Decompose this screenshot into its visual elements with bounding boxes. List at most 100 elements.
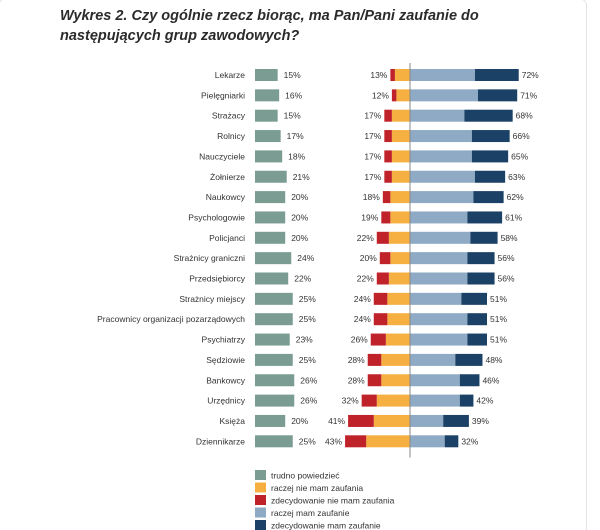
category-label: Strażacy (212, 111, 246, 121)
distrust-total-label: 22% (357, 274, 374, 284)
legend-label: zdecydowanie nie mam zaufania (271, 496, 395, 506)
bar-rather-distrust (381, 353, 410, 366)
bar-rather-trust (410, 353, 456, 366)
bar-strongly-trust (471, 150, 509, 163)
legend-swatch (255, 520, 266, 530)
bar-strongly-distrust (348, 414, 374, 427)
bar-dont-know (255, 252, 292, 265)
legend-label: trudno powiedzieć (271, 471, 340, 481)
bar-strongly-trust (467, 211, 503, 224)
legend-label: raczej nie mam zaufania (271, 483, 363, 493)
bar-strongly-distrust (382, 191, 391, 204)
legend-label: raczej mam zaufanie (271, 508, 350, 518)
bar-strongly-distrust (361, 394, 377, 407)
dont-know-label: 18% (288, 151, 305, 161)
bar-strongly-distrust (384, 130, 392, 143)
trust-total-label: 51% (490, 335, 507, 345)
bar-strongly-distrust (384, 150, 392, 163)
bar-strongly-distrust (384, 170, 392, 183)
bar-dont-know (255, 109, 278, 122)
legend-swatch (255, 495, 266, 505)
bar-dont-know (255, 130, 281, 143)
category-label: Pielęgniarki (201, 90, 245, 100)
bar-rather-trust (410, 130, 472, 143)
distrust-total-label: 17% (364, 131, 381, 141)
bar-dont-know (255, 150, 283, 163)
bar-rather-trust (410, 435, 445, 448)
category-label: Strażnicy graniczni (174, 253, 245, 263)
bar-dont-know (255, 292, 293, 305)
category-label: Przedsiębiorcy (189, 274, 245, 284)
bar-strongly-trust (473, 191, 504, 204)
bar-rather-distrust (388, 272, 410, 285)
bar-dont-know (255, 69, 278, 81)
category-label: Strażnicy miejscy (179, 294, 245, 304)
category-label: Nauczyciele (199, 151, 245, 161)
bar-rather-distrust (391, 130, 410, 143)
dont-know-label: 25% (299, 436, 316, 446)
bar-dont-know (255, 272, 289, 285)
trust-total-label: 42% (476, 396, 493, 406)
bar-strongly-trust (444, 435, 459, 448)
bar-rather-distrust (387, 292, 410, 305)
trust-total-label: 32% (461, 436, 478, 446)
trust-total-label: 51% (490, 294, 507, 304)
trust-total-label: 68% (516, 111, 533, 121)
bar-rather-trust (410, 211, 468, 224)
distrust-total-label: 17% (364, 111, 381, 121)
trust-total-label: 39% (472, 416, 489, 426)
trust-total-label: 71% (520, 90, 537, 100)
bar-strongly-distrust (376, 272, 389, 285)
bar-rather-trust (410, 231, 471, 244)
bar-rather-distrust (373, 414, 410, 427)
bar-strongly-trust (459, 374, 480, 387)
category-label: Sędziowie (206, 355, 245, 365)
bar-strongly-trust (474, 170, 506, 183)
legend-swatch (255, 470, 266, 480)
dont-know-label: 25% (299, 294, 316, 304)
bar-rather-distrust (385, 333, 410, 346)
category-label: Psychiatrzy (202, 335, 246, 345)
category-label: Rolnicy (217, 131, 246, 141)
bar-strongly-trust (467, 252, 495, 265)
bar-strongly-trust (467, 333, 488, 346)
bar-strongly-distrust (367, 353, 382, 366)
dont-know-label: 16% (285, 90, 302, 100)
bar-strongly-distrust (384, 109, 392, 122)
bar-dont-know (255, 353, 293, 366)
trust-total-label: 62% (507, 192, 524, 202)
trust-total-label: 58% (501, 233, 518, 243)
bar-dont-know (255, 313, 293, 326)
bar-rather-trust (410, 252, 468, 265)
bar-dont-know (255, 333, 290, 346)
category-label: Naukowcy (206, 192, 246, 202)
dont-know-label: 15% (284, 111, 301, 121)
dont-know-label: 22% (294, 274, 311, 284)
trust-total-label: 51% (490, 314, 507, 324)
bar-rather-distrust (394, 69, 410, 81)
bar-strongly-distrust (390, 69, 395, 81)
bar-rather-trust (410, 394, 460, 407)
bar-strongly-trust (474, 69, 519, 81)
bar-rather-trust (410, 150, 472, 163)
distrust-total-label: 12% (372, 90, 389, 100)
distrust-total-label: 24% (354, 294, 371, 304)
category-label: Bankowcy (206, 375, 245, 385)
dont-know-label: 20% (291, 233, 308, 243)
bar-dont-know (255, 435, 293, 448)
trust-total-label: 61% (505, 212, 522, 222)
distrust-total-label: 32% (342, 396, 359, 406)
bar-rather-distrust (396, 89, 410, 102)
bar-rather-distrust (390, 191, 410, 204)
bar-rather-trust (410, 292, 462, 305)
bar-rather-trust (410, 272, 468, 285)
bar-rather-trust (410, 191, 474, 204)
distrust-total-label: 17% (364, 172, 381, 182)
bar-rather-distrust (388, 231, 410, 244)
category-label: Księża (219, 416, 245, 426)
trust-total-label: 48% (485, 355, 502, 365)
bar-dont-know (255, 394, 295, 407)
distrust-total-label: 22% (357, 233, 374, 243)
chart-title: Wykres 2. Czy ogólnie rzecz biorąc, ma P… (60, 8, 479, 44)
